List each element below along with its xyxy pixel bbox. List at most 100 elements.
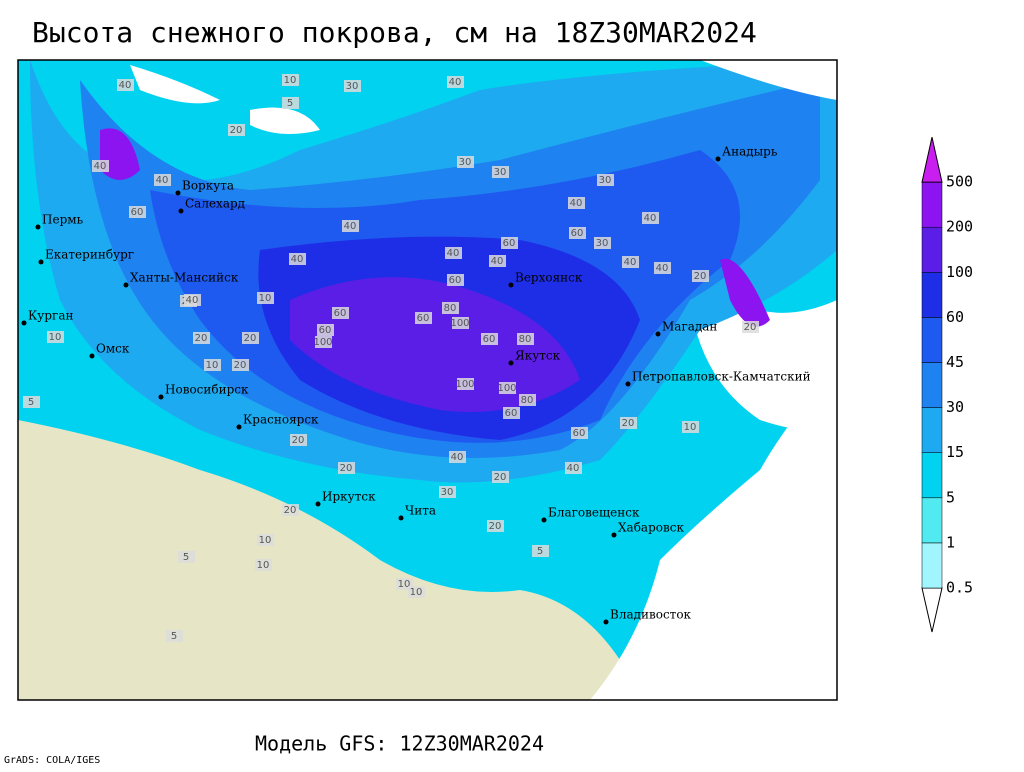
contour-label: 60 [571,228,584,239]
legend-box [921,452,943,499]
legend-label: 15 [946,443,964,461]
contour-label: 40 [119,80,132,91]
labels: Пермь Екатеринбург Воркута Салехард Ханты-Ма… [21,74,811,642]
contour-label: 10 [206,360,219,371]
contour-label: 60 [505,408,518,419]
sea [590,380,837,700]
sea-ice-free [130,60,837,134]
legend-label: 200 [946,218,973,236]
title: Высота снежного покрова, см на 18Z30MAR2… [32,16,757,49]
contour-label: 10 [49,332,62,343]
contour-label-box [154,174,171,186]
contour-label-box [338,462,355,474]
contour-label: 40 [656,263,669,274]
contour-label-box [594,237,611,249]
contour-label: 40 [186,295,199,306]
city-dot [625,381,631,387]
contour-label-box [568,197,585,209]
contour-label-box [289,253,306,265]
contour-label: 60 [131,207,144,218]
contour-label: 5 [28,397,34,408]
city-label: Салехард [185,197,245,211]
contour-label-box [408,586,425,598]
contour-label: 60 [334,308,347,319]
contour-label-box [439,486,456,498]
contour-label-box [315,336,332,348]
city-dot [178,208,184,214]
contour-label: 20 [292,435,305,446]
legend-label: 45 [946,353,964,371]
city-dot [123,282,129,288]
contour-label: 5 [287,98,293,109]
contour-label-box [92,160,109,172]
contour-label: 20 [244,333,257,344]
contour-label: 10 [410,587,423,598]
legend-label: 500 [946,173,973,191]
contour-label-box [47,331,64,343]
contour-label-box [481,333,498,345]
city-dot [89,353,95,359]
contour-label-box [342,220,359,232]
contour-label: 30 [596,238,609,249]
contour-label: 60 [483,334,496,345]
contour-label-box [129,206,146,218]
contour-label: 10 [284,75,297,86]
city-label: Ханты-Мансийск [130,271,239,285]
contour-label-box [282,504,299,516]
contour-label-box [742,321,759,333]
contour-label: 20 [494,472,507,483]
contour-label: 80 [519,334,532,345]
contour-label-box [457,378,474,390]
contour-label: 100 [450,318,469,329]
legend-label: 30 [946,398,964,416]
contour-label: 40 [447,248,460,259]
legend-label: 60 [946,308,964,326]
contour-label: 80 [521,395,534,406]
contour-label: 60 [449,275,462,286]
contour-label-box [692,270,709,282]
city-dot [21,320,27,326]
contour-label: 40 [570,198,583,209]
contour-label-box [565,462,582,474]
contour-label-box [452,317,469,329]
contour-label-box [492,471,509,483]
contour-label-box [317,324,334,336]
contour-label-box [620,417,637,429]
legend-box [921,407,943,453]
contour-label: 10 [398,579,411,590]
contour-label-box [449,451,466,463]
contour-label: 40 [491,256,504,267]
city-label: Омск [96,342,130,356]
city-dot [315,501,321,507]
contour-label-box [571,427,588,439]
city-dot [175,190,181,196]
city-dot [398,515,404,521]
city-dot [508,360,514,366]
contour-label: 10 [257,560,270,571]
contour-label: 30 [494,167,507,178]
city-label: Благовещенск [548,506,640,520]
contour-label-box [442,302,459,314]
contour-label: 40 [94,161,107,172]
contour-label-box [492,166,509,178]
contour-label-box [447,76,464,88]
legend-label: 1 [946,533,955,551]
contour-label: 20 [622,418,635,429]
legend-label: 0.5 [946,579,973,597]
city-dot [541,517,547,523]
contour-label: 20 [694,271,707,282]
city-dot [38,259,44,265]
contour-label-box [682,421,699,433]
contour-label-box [332,307,349,319]
contour-label: 30 [459,157,472,168]
map-frame [17,59,838,701]
map [18,60,837,700]
contour-label-box [597,174,614,186]
contour-label: 10 [259,535,272,546]
contour-label-box [487,520,504,532]
sea [690,290,837,430]
city-label: Новосибирск [165,383,249,397]
contour-label-box [569,227,586,239]
city-label: Верхоянск [515,271,583,285]
city-dot [611,532,617,538]
